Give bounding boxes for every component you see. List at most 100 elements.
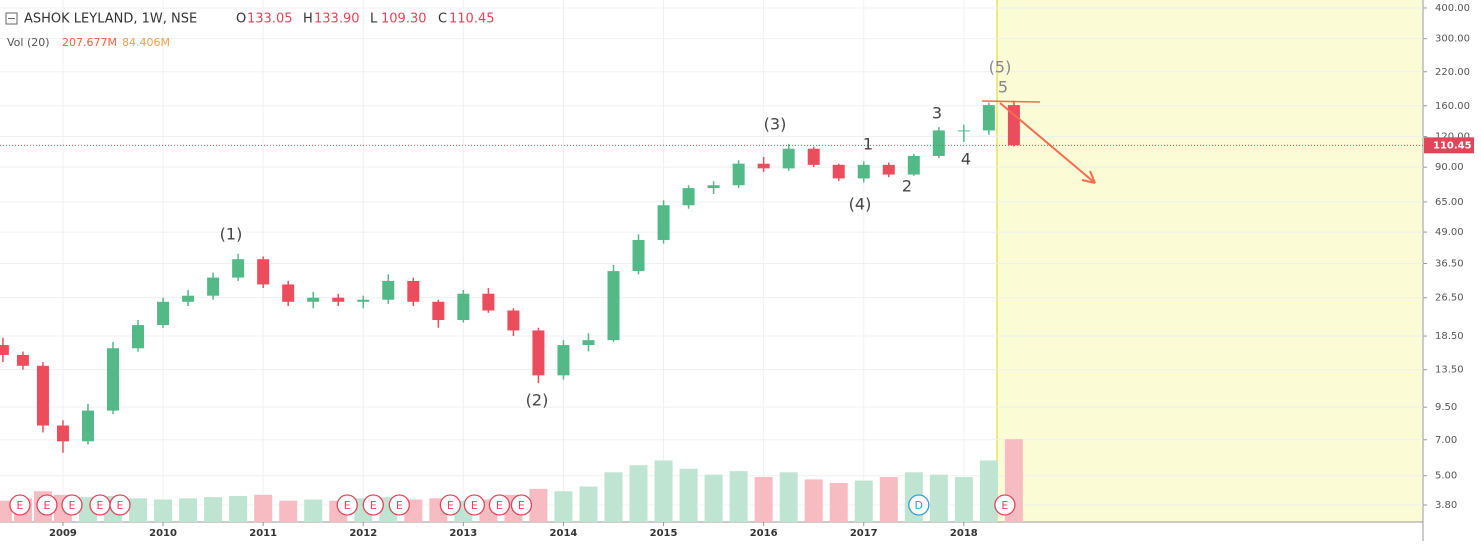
event-marker[interactable] xyxy=(994,494,1016,516)
candle-body xyxy=(282,284,295,302)
candle-body xyxy=(407,280,420,302)
arrow-head xyxy=(1081,170,1096,184)
volume-bar xyxy=(804,479,823,522)
volume-bar xyxy=(204,497,223,522)
candle-body xyxy=(932,130,945,156)
event-label: E xyxy=(344,499,351,512)
event-marker[interactable] xyxy=(362,494,384,516)
volume-ma-value: 84.406M xyxy=(122,36,170,49)
volume-bar xyxy=(679,468,698,522)
volume-bar xyxy=(729,471,748,522)
candle-body xyxy=(857,164,870,179)
volume-bar xyxy=(154,499,173,522)
legend-value: 133.05 xyxy=(247,12,293,27)
ohlc-legend: O 133.05 H 133.90 L 109.30 C 110.45 xyxy=(236,12,495,27)
volume-bar xyxy=(854,480,873,522)
volume-bar xyxy=(654,460,673,522)
volume-bar xyxy=(704,474,723,522)
x-tick-label: 2015 xyxy=(650,528,678,539)
volume-bar xyxy=(279,500,298,522)
event-marker[interactable] xyxy=(61,494,83,516)
volume-value: 207.677M xyxy=(62,36,117,49)
legend-key: O xyxy=(236,12,246,27)
event-marker[interactable] xyxy=(9,494,31,516)
candle-body xyxy=(832,164,845,179)
wave-label: 4 xyxy=(961,150,971,169)
volume-bar xyxy=(0,500,12,522)
candle-body xyxy=(307,297,320,302)
event-marker[interactable] xyxy=(109,494,131,516)
y-tick-label: 49.00 xyxy=(1435,227,1464,238)
y-tick-label: 7.00 xyxy=(1435,435,1457,446)
candle-body xyxy=(682,188,695,206)
candle-body xyxy=(807,148,820,165)
volume-bar xyxy=(954,477,973,522)
candle-body xyxy=(657,205,670,240)
last-price-label: 110.45 xyxy=(1433,140,1472,151)
candle-body xyxy=(507,310,520,331)
event-marker[interactable] xyxy=(388,494,410,516)
candle-body xyxy=(207,277,220,296)
event-label: E xyxy=(43,499,50,512)
y-tick-label: 13.50 xyxy=(1435,365,1464,376)
volume-bar xyxy=(604,472,623,522)
candle-body xyxy=(782,148,795,169)
y-tick-label: 220.00 xyxy=(1435,67,1470,78)
event-marker[interactable] xyxy=(510,494,533,516)
event-label: E xyxy=(16,499,23,512)
event-label: E xyxy=(396,499,403,512)
volume-bar xyxy=(929,474,948,522)
event-label: E xyxy=(370,499,377,512)
x-tick-label: 2014 xyxy=(550,528,578,539)
event-label: E xyxy=(97,499,104,512)
candle-body xyxy=(907,155,920,175)
event-marker[interactable] xyxy=(908,494,930,516)
event-label: E xyxy=(518,499,525,512)
y-tick-label: 300.00 xyxy=(1435,34,1470,45)
volume-bar xyxy=(254,494,273,522)
collapse-icon[interactable] xyxy=(5,12,18,25)
volume-bar xyxy=(879,477,898,522)
event-marker[interactable] xyxy=(36,494,58,516)
candle-body xyxy=(232,259,245,278)
x-tick-label: 2009 xyxy=(49,528,77,539)
wave-label: (3) xyxy=(764,115,787,134)
candle-body xyxy=(0,345,9,355)
x-tick-label: 2012 xyxy=(349,528,377,539)
legend-key: L xyxy=(370,12,378,27)
candle-body xyxy=(357,299,370,302)
y-tick-label: 36.50 xyxy=(1435,259,1464,270)
candle-body xyxy=(16,354,29,366)
x-tick-label: 2016 xyxy=(750,528,778,539)
candle-body xyxy=(107,348,120,411)
y-tick-label: 3.80 xyxy=(1435,500,1457,511)
legend-key: C xyxy=(438,12,447,27)
candle-body xyxy=(582,340,595,346)
symbol-title: ASHOK LEYLAND, 1W, NSE xyxy=(24,12,197,27)
candle-body xyxy=(882,164,895,175)
volume-bar xyxy=(754,477,773,522)
event-marker[interactable] xyxy=(439,494,461,516)
candle-body xyxy=(557,345,570,376)
volume-bar xyxy=(129,498,148,522)
candle-body xyxy=(607,271,620,341)
event-label: E xyxy=(471,499,478,512)
event-label: E xyxy=(1001,499,1008,512)
y-tick-label: 5.00 xyxy=(1435,471,1457,482)
legend-value: 109.30 xyxy=(381,12,427,27)
event-marker[interactable] xyxy=(488,494,511,516)
candle-body xyxy=(632,239,645,272)
y-tick-label: 120.00 xyxy=(1435,131,1470,142)
candle-body xyxy=(457,293,470,321)
y-tick-label: 18.50 xyxy=(1435,331,1464,342)
x-tick-label: 2018 xyxy=(950,528,978,539)
wave-label: 3 xyxy=(932,104,942,123)
event-marker[interactable] xyxy=(463,494,486,516)
candle-body xyxy=(707,185,720,189)
candle-body xyxy=(157,301,170,326)
candle-body xyxy=(36,365,49,426)
event-marker[interactable] xyxy=(336,494,358,516)
candle-body xyxy=(482,293,495,311)
